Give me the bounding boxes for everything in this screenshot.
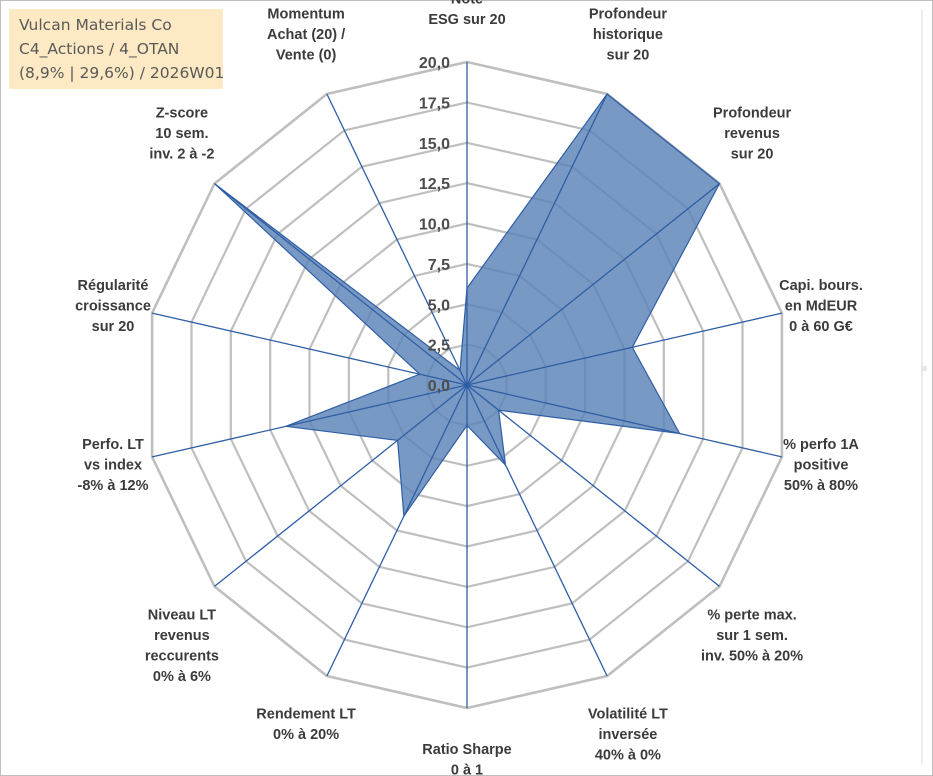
radial-tick-labels: 0,0 2,5 5,0 7,5 10,0 12,5 15,0 17,5 20,0	[419, 55, 450, 395]
tick-label: 17,5	[419, 95, 450, 112]
spoke-9	[326, 384, 468, 677]
axis-label-14: Momentum Achat (20) / Vente (0)	[267, 7, 345, 64]
tick-label: 0,0	[428, 378, 450, 395]
spoke-2	[466, 93, 608, 386]
spoke-12	[151, 312, 468, 386]
performance-stats: (8,9% | 29,6%) / 2026W01	[19, 64, 225, 82]
axis-label-7: Volatilité LT inversée 40% à 0%	[588, 707, 668, 764]
tick-label: 10,0	[419, 217, 450, 234]
spoke-4	[466, 312, 783, 386]
axis-label-4: Capi. bours. en MdEUR 0 à 60 G€	[779, 278, 863, 335]
tick-label: 7,5	[428, 257, 450, 274]
axis-label-5: % perfo 1A positive 50% à 80%	[783, 437, 859, 494]
spoke-13	[214, 183, 468, 386]
portfolio-name: C4_Actions / 4_OTAN	[19, 40, 180, 58]
tick-label: 12,5	[419, 176, 450, 193]
axis-label-13: Z-score 10 sem. inv. 2 à -2	[149, 106, 214, 163]
scrollbar-thumb[interactable]	[921, 366, 927, 371]
spoke-5	[466, 384, 783, 458]
axis-label-12: Régularité croissance sur 20	[75, 278, 151, 335]
axis-label-3: Profondeur revenus sur 20	[713, 106, 791, 163]
axis-label-9: Rendement LT 0% à 20%	[256, 707, 356, 743]
radar-spokes	[151, 62, 783, 708]
axis-label-6: % perte max. sur 1 sem. inv. 50% à 20%	[701, 608, 803, 665]
tick-label: 15,0	[419, 136, 450, 153]
axis-label-8: Ratio Sharpe 0 à 1	[422, 742, 511, 776]
spoke-7	[466, 384, 608, 677]
axis-label-2: Profondeur historique sur 20	[589, 7, 667, 64]
spoke-14	[326, 93, 468, 386]
tick-label: 2,5	[428, 338, 450, 355]
spoke-10	[214, 384, 468, 587]
axis-label-11: Perfo. LT vs index -8% à 12%	[78, 437, 149, 494]
info-box: Vulcan Materials Co C4_Actions / 4_OTAN …	[9, 9, 225, 89]
tick-label: 20,0	[419, 55, 450, 72]
spoke-3	[466, 183, 720, 386]
vertical-scrollbar[interactable]	[921, 10, 929, 764]
spoke-11	[151, 384, 468, 458]
spoke-6	[466, 384, 720, 587]
axis-label-10: Niveau LT revenus reccurents 0% à 6%	[145, 608, 219, 685]
tick-label: 5,0	[428, 297, 450, 314]
axis-label-1: NoteESG sur 20	[428, 0, 505, 28]
company-name: Vulcan Materials Co	[19, 16, 172, 34]
